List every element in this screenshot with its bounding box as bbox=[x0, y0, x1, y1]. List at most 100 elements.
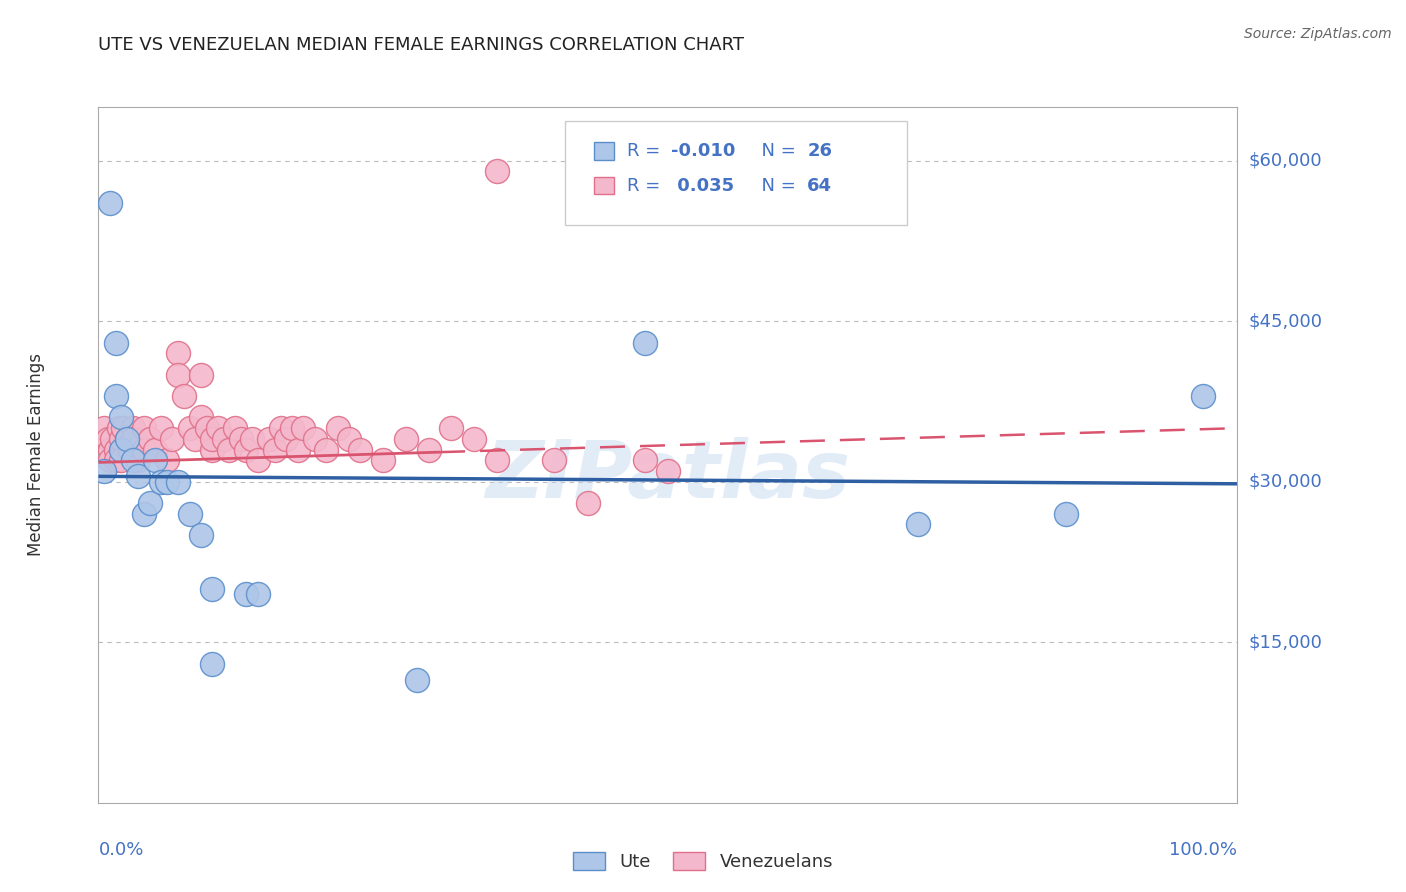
Point bbox=[229, 432, 252, 446]
Point bbox=[486, 453, 509, 467]
Point bbox=[406, 673, 429, 687]
Text: N =: N = bbox=[751, 177, 801, 194]
Point bbox=[1054, 507, 1078, 521]
Point bbox=[235, 442, 257, 457]
Point bbox=[93, 464, 115, 478]
Point bbox=[201, 582, 224, 596]
Point bbox=[150, 475, 173, 489]
Point bbox=[98, 196, 121, 211]
Point bbox=[167, 475, 190, 489]
Text: $60,000: $60,000 bbox=[1249, 152, 1322, 169]
Text: 0.035: 0.035 bbox=[671, 177, 734, 194]
Point bbox=[127, 469, 149, 483]
Point bbox=[315, 442, 337, 457]
Point bbox=[292, 421, 315, 435]
Legend: Ute, Venezuelans: Ute, Venezuelans bbox=[565, 845, 841, 879]
Point bbox=[101, 432, 124, 446]
Point bbox=[132, 442, 155, 457]
Point bbox=[349, 442, 371, 457]
Text: $45,000: $45,000 bbox=[1249, 312, 1323, 330]
Point bbox=[657, 464, 679, 478]
Point bbox=[93, 421, 115, 435]
Point bbox=[179, 507, 201, 521]
Point bbox=[96, 432, 118, 446]
Point bbox=[418, 442, 440, 457]
Point bbox=[264, 442, 287, 457]
Point bbox=[371, 453, 394, 467]
Point bbox=[162, 432, 184, 446]
FancyBboxPatch shape bbox=[565, 121, 907, 226]
Point bbox=[104, 442, 127, 457]
Point bbox=[104, 335, 127, 350]
Point bbox=[235, 587, 257, 601]
Text: ZIPatlas: ZIPatlas bbox=[485, 437, 851, 515]
Text: 26: 26 bbox=[807, 142, 832, 160]
Point bbox=[281, 421, 304, 435]
Point bbox=[287, 442, 309, 457]
Point bbox=[207, 421, 229, 435]
Text: N =: N = bbox=[751, 142, 801, 160]
Point bbox=[212, 432, 235, 446]
Point bbox=[326, 421, 349, 435]
Point bbox=[115, 432, 138, 446]
Point bbox=[190, 368, 212, 382]
Text: UTE VS VENEZUELAN MEDIAN FEMALE EARNINGS CORRELATION CHART: UTE VS VENEZUELAN MEDIAN FEMALE EARNINGS… bbox=[98, 36, 744, 54]
Point bbox=[127, 453, 149, 467]
Point bbox=[121, 421, 143, 435]
Point bbox=[156, 453, 179, 467]
Point bbox=[190, 528, 212, 542]
Point bbox=[240, 432, 263, 446]
Point bbox=[115, 432, 138, 446]
Point bbox=[440, 421, 463, 435]
Point bbox=[167, 368, 190, 382]
Point bbox=[543, 453, 565, 467]
Point bbox=[110, 432, 132, 446]
Point bbox=[167, 346, 190, 360]
Point bbox=[201, 432, 224, 446]
Point bbox=[121, 432, 143, 446]
Text: 64: 64 bbox=[807, 177, 832, 194]
Text: 0.0%: 0.0% bbox=[98, 841, 143, 859]
Point bbox=[150, 421, 173, 435]
Point bbox=[337, 432, 360, 446]
Point bbox=[259, 432, 281, 446]
Point bbox=[907, 517, 929, 532]
Point bbox=[634, 335, 657, 350]
Point bbox=[634, 453, 657, 467]
FancyBboxPatch shape bbox=[593, 142, 614, 160]
Text: R =: R = bbox=[627, 142, 666, 160]
Point bbox=[138, 496, 160, 510]
Point bbox=[112, 421, 135, 435]
Point bbox=[184, 432, 207, 446]
Point bbox=[132, 421, 155, 435]
Text: $15,000: $15,000 bbox=[1249, 633, 1322, 651]
Point bbox=[224, 421, 246, 435]
Point bbox=[218, 442, 240, 457]
Point bbox=[246, 453, 269, 467]
Point bbox=[132, 507, 155, 521]
Point bbox=[98, 442, 121, 457]
Point bbox=[276, 432, 298, 446]
Point bbox=[110, 442, 132, 457]
Text: -0.010: -0.010 bbox=[671, 142, 735, 160]
Point bbox=[463, 432, 485, 446]
Point bbox=[1192, 389, 1215, 403]
Point bbox=[145, 453, 167, 467]
Point bbox=[156, 475, 179, 489]
Text: Source: ZipAtlas.com: Source: ZipAtlas.com bbox=[1244, 27, 1392, 41]
Point bbox=[121, 453, 143, 467]
Point bbox=[110, 453, 132, 467]
Point bbox=[138, 432, 160, 446]
Point bbox=[486, 164, 509, 178]
Point bbox=[270, 421, 292, 435]
Text: $30,000: $30,000 bbox=[1249, 473, 1322, 491]
Point bbox=[395, 432, 418, 446]
Point bbox=[108, 421, 131, 435]
Text: Median Female Earnings: Median Female Earnings bbox=[27, 353, 45, 557]
Point bbox=[179, 421, 201, 435]
Point bbox=[190, 410, 212, 425]
Text: R =: R = bbox=[627, 177, 666, 194]
Point bbox=[576, 496, 599, 510]
Text: 100.0%: 100.0% bbox=[1170, 841, 1237, 859]
Point bbox=[304, 432, 326, 446]
